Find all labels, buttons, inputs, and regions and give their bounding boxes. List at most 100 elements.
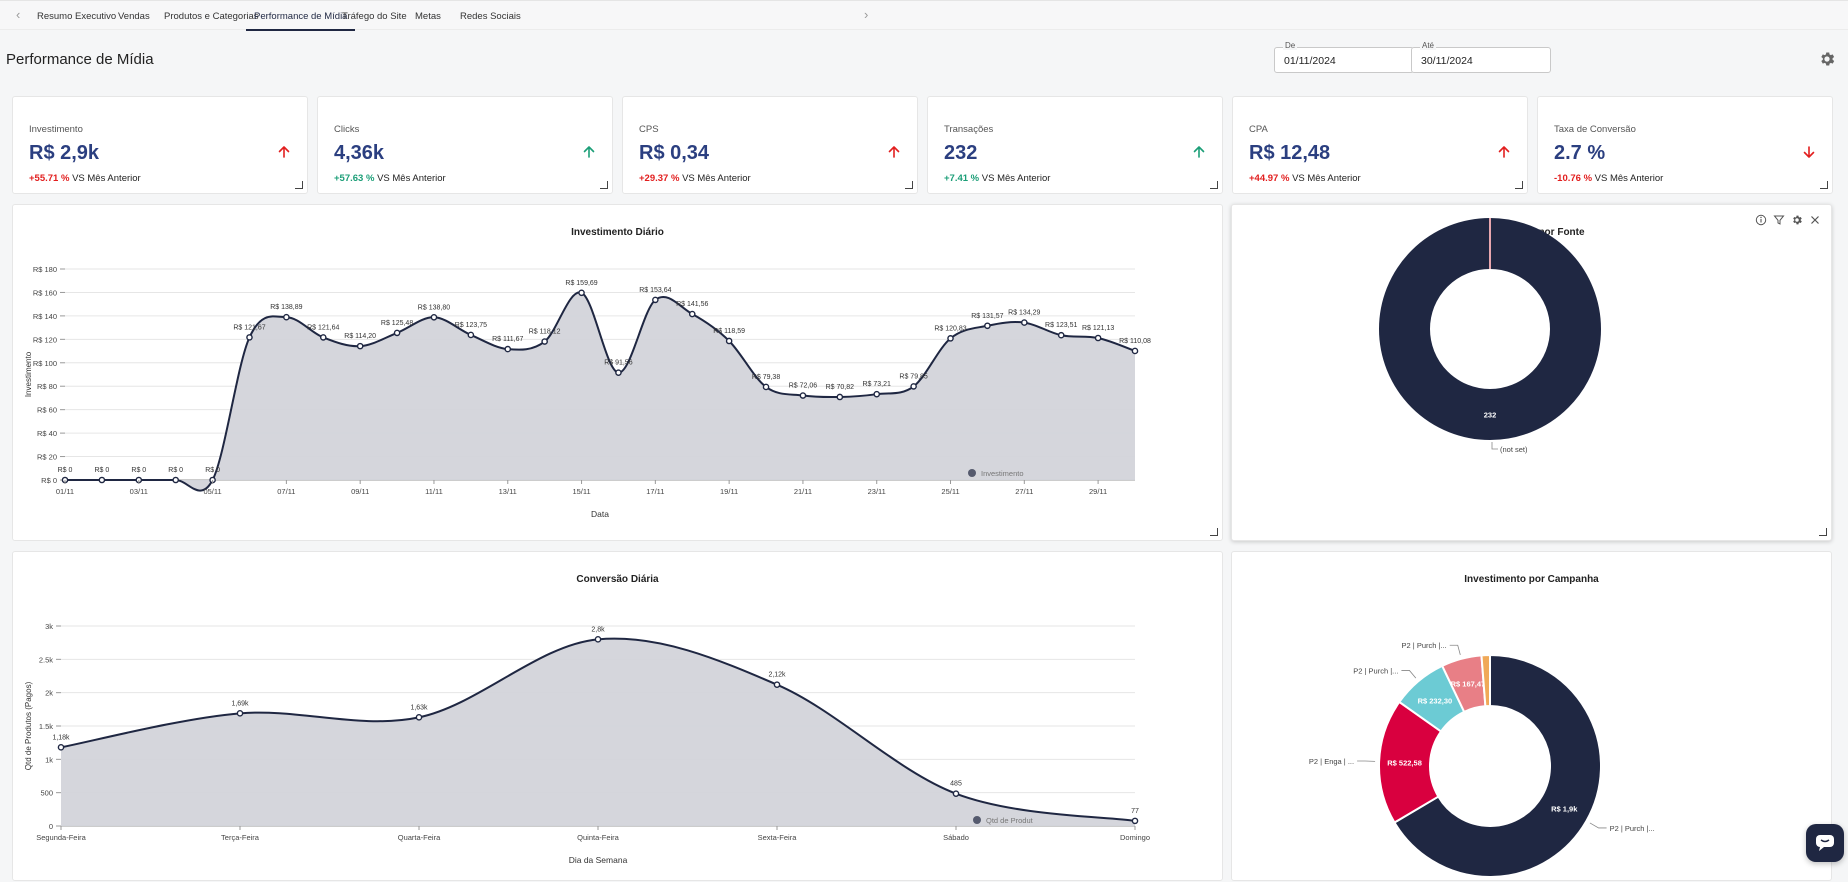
x-tick-label: 21/11 xyxy=(794,487,812,496)
x-tick-label: 27/11 xyxy=(1015,487,1033,496)
x-tick-label: 09/11 xyxy=(351,487,369,496)
conversoes-por-fonte-panel: Conversões por Fonte 232(not set) xyxy=(1231,204,1832,541)
kpi-comparison-label: VS Mês Anterior xyxy=(377,173,446,184)
data-label: R$ 0 xyxy=(58,467,73,474)
tab-performance-midia[interactable]: Performance de Mídia xyxy=(246,11,355,31)
date-to-label: Até xyxy=(1420,41,1436,50)
resize-handle[interactable] xyxy=(905,181,913,189)
x-tick-label: 03/11 xyxy=(130,487,148,496)
data-point xyxy=(468,332,473,337)
data-point xyxy=(948,336,953,341)
data-point xyxy=(321,335,326,340)
kpi-delta: +55.71 % xyxy=(29,173,69,184)
tab-metas[interactable]: Metas xyxy=(415,11,441,22)
data-label: 1,18k xyxy=(52,734,70,741)
resize-handle[interactable] xyxy=(1820,181,1828,189)
data-label: R$ 134,29 xyxy=(1008,310,1040,317)
data-label: R$ 79,38 xyxy=(752,374,781,381)
x-tick-label: Quinta-Feira xyxy=(577,833,620,842)
data-label: R$ 110,08 xyxy=(1119,338,1151,345)
kpi-comparison: +44.97 % VS Mês Anterior xyxy=(1249,173,1361,184)
data-label: R$ 118,12 xyxy=(529,329,561,336)
data-point xyxy=(431,315,436,320)
leader-line xyxy=(1590,823,1607,828)
data-label: 1,63k xyxy=(410,704,428,711)
data-point xyxy=(837,394,842,399)
data-point xyxy=(173,477,178,482)
x-tick-label: 11/11 xyxy=(425,487,443,496)
date-from-value[interactable]: 01/11/2024 xyxy=(1284,55,1336,67)
kpi-label: CPA xyxy=(1249,124,1268,135)
kpi-value: 232 xyxy=(944,142,977,165)
gear-icon[interactable] xyxy=(1818,50,1836,68)
kpi-delta: +44.97 % xyxy=(1249,173,1289,184)
resize-handle[interactable] xyxy=(1210,181,1218,189)
kpi-comparison-label: VS Mês Anterior xyxy=(72,173,141,184)
resize-handle[interactable] xyxy=(600,181,608,189)
data-point xyxy=(416,715,421,720)
area-fill xyxy=(61,639,1135,826)
pie-slice xyxy=(1405,244,1576,415)
date-to-value[interactable]: 30/11/2024 xyxy=(1421,55,1473,67)
slice-category-label: (not set) xyxy=(1500,445,1528,454)
x-tick-label: 19/11 xyxy=(720,487,738,496)
x-tick-label: 05/11 xyxy=(203,487,221,496)
kpi-label: Clicks xyxy=(334,124,359,135)
tab-resumo-executivo[interactable]: Resumo Executivo xyxy=(37,11,116,22)
arrow-up-icon xyxy=(1192,145,1206,159)
x-tick-label: 15/11 xyxy=(572,487,590,496)
data-label: 77 xyxy=(1131,808,1139,815)
data-point xyxy=(237,711,242,716)
data-label: R$ 121,64 xyxy=(307,324,339,331)
kpi-comparison: +7.41 % VS Mês Anterior xyxy=(944,173,1050,184)
x-tick-label: Terça-Feira xyxy=(221,833,260,842)
data-label: R$ 70,82 xyxy=(826,384,855,391)
chevron-right-icon[interactable]: › xyxy=(864,7,868,22)
y-tick-label: 1.5k xyxy=(39,722,53,731)
kpi-value: R$ 2,9k xyxy=(29,142,99,165)
tab-trafego-site[interactable]: Tráfego do Site xyxy=(342,11,407,22)
data-point xyxy=(985,323,990,328)
data-label: R$ 0 xyxy=(205,467,220,474)
data-point xyxy=(358,344,363,349)
y-tick-label: R$ 40 xyxy=(37,429,57,438)
y-tick-label: 3k xyxy=(45,622,53,631)
x-tick-label: Domingo xyxy=(1120,833,1150,842)
legend-marker xyxy=(968,469,976,477)
area-fill xyxy=(65,292,1135,490)
slice-label: R$ 1,9k xyxy=(1551,804,1578,813)
kpi-delta: +7.41 % xyxy=(944,173,979,184)
chevron-left-icon[interactable]: ‹ xyxy=(16,7,20,22)
slice-category-label: P2 | Purch |... xyxy=(1402,641,1447,650)
data-point xyxy=(690,311,695,316)
arrow-up-icon xyxy=(887,145,901,159)
y-tick-label: R$ 60 xyxy=(37,406,57,415)
chat-button[interactable] xyxy=(1806,824,1844,862)
tab-vendas[interactable]: Vendas xyxy=(118,11,150,22)
data-point xyxy=(1132,348,1137,353)
resize-handle[interactable] xyxy=(1515,181,1523,189)
date-to-field[interactable]: Até 30/11/2024 xyxy=(1411,47,1551,73)
y-tick-label: 0 xyxy=(49,822,53,831)
kpi-value: R$ 12,48 xyxy=(1249,142,1330,165)
tab-redes-sociais[interactable]: Redes Sociais xyxy=(460,11,521,22)
y-tick-label: R$ 20 xyxy=(37,453,57,462)
resize-handle[interactable] xyxy=(295,181,303,189)
data-label: R$ 123,75 xyxy=(455,322,487,329)
date-from-field[interactable]: De 01/11/2024 xyxy=(1274,47,1414,73)
arrow-up-icon xyxy=(277,145,291,159)
x-tick-label: 07/11 xyxy=(277,487,295,496)
resize-handle[interactable] xyxy=(1819,528,1827,536)
data-point xyxy=(911,384,916,389)
data-label: R$ 131,57 xyxy=(971,313,1003,320)
kpi-label: CPS xyxy=(639,124,659,135)
resize-handle[interactable] xyxy=(1210,528,1218,536)
tab-produtos-categorias[interactable]: Produtos e Categorias xyxy=(164,11,259,22)
data-label: R$ 0 xyxy=(131,467,146,474)
data-label: R$ 120,83 xyxy=(934,325,966,332)
kpi-delta: +29.37 % xyxy=(639,173,679,184)
x-tick-label: Sábado xyxy=(943,833,969,842)
